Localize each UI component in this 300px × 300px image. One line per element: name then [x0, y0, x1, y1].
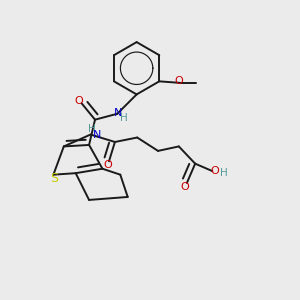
Text: O: O — [175, 76, 184, 86]
Text: H: H — [120, 113, 128, 124]
Text: H: H — [220, 169, 228, 178]
Text: N: N — [114, 108, 122, 118]
Text: O: O — [103, 160, 112, 170]
Text: H: H — [88, 124, 96, 134]
Text: O: O — [210, 166, 219, 176]
Text: O: O — [74, 96, 83, 106]
Text: N: N — [93, 130, 101, 140]
Text: O: O — [180, 182, 189, 192]
Text: S: S — [50, 172, 58, 185]
